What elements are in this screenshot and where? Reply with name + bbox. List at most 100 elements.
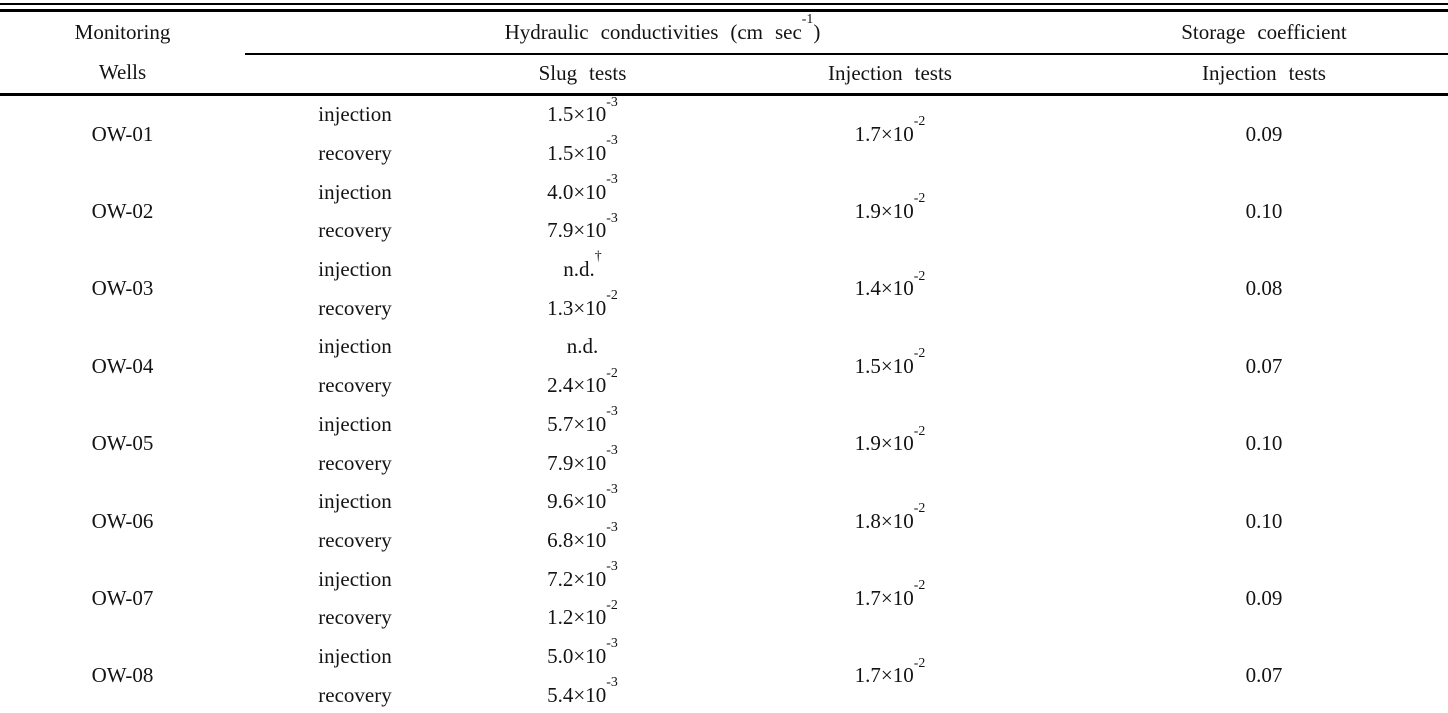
storage-coefficient-cell: 0.07 <box>1245 353 1283 378</box>
slug-test-value-cell: 5.0×10-3 <box>547 635 618 668</box>
slug-test-value-cell: 7.2×10-3 <box>547 557 618 591</box>
well-row: OW-06 injection 9.6×10-3 1.8×10-2 0.10 <box>0 480 1448 532</box>
column-header-storage-injection-tests: Injection tests <box>1080 54 1448 96</box>
injection-test-value-cell: 1.9×10-2 <box>854 422 926 456</box>
injection-test-value-cell: 1.7×10-2 <box>854 654 926 688</box>
well-row: OW-04 injection n.d. 1.5×10-2 0.07 <box>0 328 1448 377</box>
slug-test-value-cell: n.d. <box>566 334 599 359</box>
slug-test-value-cell: 2.4×10-2 <box>547 364 618 398</box>
slug-test-value-cell: 1.2×10-2 <box>547 596 618 630</box>
superscript: -2 <box>606 596 618 612</box>
well-row: recovery 2.4×10-2 <box>0 364 1448 405</box>
well-row: recovery 6.8×10-3 <box>0 519 1448 560</box>
slug-test-type-cell: recovery <box>318 218 392 243</box>
injection-test-value-cell: 1.7×10-2 <box>854 113 926 146</box>
well-id-cell: OW-03 <box>91 276 154 301</box>
well-row: OW-03 injection n.d.† 1.4×10-2 0.08 <box>0 248 1448 300</box>
well-row: OW-07 injection 7.2×10-3 1.7×10-2 0.09 <box>0 557 1448 610</box>
column-header-injection-tests: Injection tests <box>700 54 1080 96</box>
slug-test-value-cell: 5.7×10-3 <box>547 403 618 436</box>
superscript: -2 <box>606 287 618 303</box>
slug-test-type-cell: injection <box>318 566 392 591</box>
superscript: -2 <box>913 499 926 515</box>
well-row: recovery 7.9×10-3 <box>0 441 1448 483</box>
well-row: OW-01 injection 1.5×10-3 1.7×10-2 0.09 <box>0 93 1448 145</box>
superscript: -2 <box>913 654 926 670</box>
header-row-groups: Monitoring Wells Hydraulic conductivitie… <box>0 11 1448 96</box>
slug-test-value-cell: 5.4×10-3 <box>547 674 618 707</box>
column-group-storage-coefficient: Storage coefficient <box>1080 12 1448 55</box>
superscript: -3 <box>606 93 618 109</box>
superscript: -2 <box>913 113 926 129</box>
slug-test-type-cell: recovery <box>318 373 392 398</box>
well-id-cell: OW-04 <box>91 353 154 378</box>
slug-test-type-cell: injection <box>318 489 392 514</box>
well-id-cell: OW-08 <box>91 663 154 688</box>
slug-test-type-cell: recovery <box>318 295 392 320</box>
storage-coefficient-cell: 0.08 <box>1245 276 1283 301</box>
slug-test-type-cell: recovery <box>318 141 392 166</box>
slug-test-value-cell: 4.0×10-3 <box>547 171 618 204</box>
well-row: recovery 7.9×10-3 <box>0 209 1448 251</box>
well-id-cell: OW-01 <box>91 121 154 146</box>
slug-test-type-cell: injection <box>318 257 392 282</box>
slug-test-type-cell: recovery <box>318 527 392 552</box>
table-body: OW-01 injection 1.5×10-3 1.7×10-2 0.09 recove… <box>0 94 1448 713</box>
superscript: -3 <box>606 209 618 225</box>
storage-coefficient-cell: 0.07 <box>1245 663 1283 688</box>
header-row-subcolumns: Slug tests Injection tests Injection tes… <box>0 54 1448 96</box>
superscript: -2 <box>913 345 926 361</box>
well-row: recovery 1.5×10-3 <box>0 132 1448 173</box>
slug-test-type-cell: injection <box>318 102 392 127</box>
storage-coefficient-cell: 0.10 <box>1245 508 1283 533</box>
slug-test-type-cell: injection <box>318 411 392 436</box>
injection-test-value-cell: 1.9×10-2 <box>854 190 926 224</box>
superscript: -2 <box>913 267 926 283</box>
superscript: -3 <box>606 480 618 496</box>
table-top-double-rule <box>0 3 1448 12</box>
well-row: OW-08 injection 5.0×10-3 1.7×10-2 0.07 <box>0 635 1448 687</box>
superscript: -1 <box>801 11 814 27</box>
column-group-hydraulic-conductivities: Hydraulic conductivities (cm sec-1) <box>245 11 1080 55</box>
slug-test-type-cell: injection <box>318 179 392 204</box>
column-header-slug-tests: Slug tests <box>465 54 700 96</box>
well-id-cell: OW-07 <box>91 585 154 610</box>
injection-test-value-cell: 1.5×10-2 <box>854 345 926 378</box>
slug-test-type-cell: injection <box>318 334 392 359</box>
monitoring-wells-table: Monitoring Wells Hydraulic conductivitie… <box>0 12 1448 713</box>
superscript: -3 <box>606 441 618 457</box>
superscript: -3 <box>606 557 618 573</box>
storage-coefficient-cell: 0.09 <box>1245 585 1283 610</box>
slug-test-type-cell: injection <box>318 643 392 668</box>
well-row: recovery 5.4×10-3 <box>0 674 1448 713</box>
superscript: -2 <box>913 190 926 206</box>
well-id-cell: OW-05 <box>91 431 154 456</box>
slug-test-type-cell: recovery <box>318 605 392 630</box>
column-header-empty <box>245 54 465 96</box>
well-id-cell: OW-06 <box>91 508 154 533</box>
well-row: recovery 1.2×10-2 <box>0 596 1448 637</box>
slug-test-value-cell: 7.9×10-3 <box>547 441 618 475</box>
slug-test-value-cell: 1.3×10-2 <box>547 287 618 320</box>
slug-test-type-cell: recovery <box>318 450 392 475</box>
column-header-monitoring-wells: Monitoring Wells <box>0 12 245 96</box>
storage-coefficient-cell: 0.10 <box>1245 199 1283 224</box>
well-row: OW-02 injection 4.0×10-3 1.9×10-2 0.10 <box>0 171 1448 223</box>
slug-test-type-cell: recovery <box>318 682 392 707</box>
superscript: -3 <box>606 519 618 535</box>
injection-test-value-cell: 1.7×10-2 <box>854 577 926 610</box>
slug-test-value-cell: 6.8×10-3 <box>547 519 618 552</box>
superscript: -3 <box>606 674 618 690</box>
slug-test-value-cell: 7.9×10-3 <box>547 209 618 243</box>
well-row: recovery 1.3×10-2 <box>0 287 1448 328</box>
injection-test-value-cell: 1.4×10-2 <box>854 267 926 301</box>
superscript: -3 <box>606 171 618 187</box>
slug-test-value-cell: 1.5×10-3 <box>547 132 618 166</box>
slug-test-value-cell: 9.6×10-3 <box>547 480 618 514</box>
well-row: OW-05 injection 5.7×10-3 1.9×10-2 0.10 <box>0 403 1448 455</box>
slug-test-value-cell: n.d.† <box>563 248 602 282</box>
superscript: † <box>594 248 602 264</box>
injection-test-value-cell: 1.8×10-2 <box>854 499 926 533</box>
storage-coefficient-cell: 0.09 <box>1245 121 1283 146</box>
